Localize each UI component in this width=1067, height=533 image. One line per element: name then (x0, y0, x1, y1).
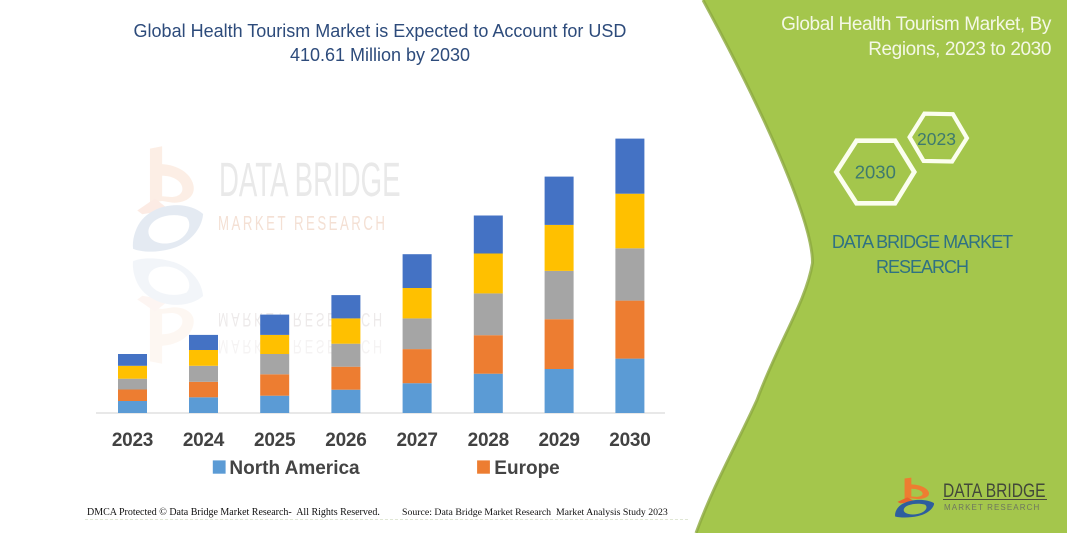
svg-text:2030: 2030 (855, 161, 896, 182)
svg-text:2027: 2027 (396, 430, 437, 451)
svg-text:2025: 2025 (254, 430, 296, 451)
svg-text:2024: 2024 (183, 430, 225, 451)
svg-text:2030: 2030 (609, 430, 650, 451)
svg-text:Europe: Europe (494, 458, 559, 479)
svg-text:2028: 2028 (468, 430, 509, 451)
svg-text:2026: 2026 (325, 430, 366, 451)
svg-text:2029: 2029 (538, 430, 579, 451)
svg-text:2023: 2023 (917, 129, 956, 149)
svg-text:North America: North America (229, 458, 360, 479)
svg-text:2023: 2023 (112, 430, 153, 451)
